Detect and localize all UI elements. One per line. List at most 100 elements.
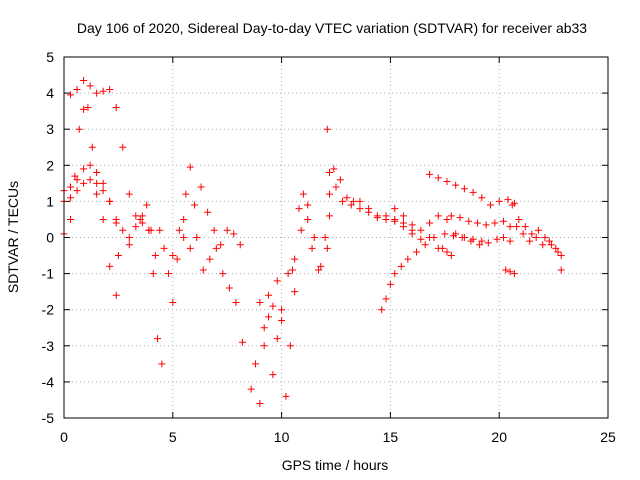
x-axis-label: GPS time / hours (282, 457, 389, 473)
chart-title: Day 106 of 2020, Sidereal Day-to-day VTE… (77, 20, 587, 36)
data-point (465, 217, 473, 225)
data-point (284, 270, 292, 278)
data-point (291, 255, 299, 263)
data-point (99, 215, 107, 223)
data-point (439, 244, 447, 252)
series-arc-h (180, 215, 246, 346)
data-point (99, 179, 107, 187)
data-point (125, 241, 133, 249)
series-arc-p (426, 170, 518, 209)
data-point (447, 252, 455, 260)
data-point (112, 219, 120, 227)
data-point (180, 234, 188, 241)
data-point (441, 230, 449, 238)
data-point (304, 201, 312, 209)
data-point (545, 237, 553, 245)
data-point (265, 291, 273, 299)
data-point (93, 190, 101, 198)
y-tick-label: 2 (46, 157, 54, 173)
data-point (158, 360, 166, 368)
series-arc-r (441, 230, 514, 249)
data-point (223, 226, 231, 234)
data-point (286, 342, 294, 350)
data-point (260, 324, 268, 332)
data-point (99, 87, 107, 95)
series-arc-b (60, 104, 120, 299)
data-point (408, 226, 416, 234)
data-point (332, 183, 340, 191)
data-point (186, 163, 194, 171)
series-arc-u (502, 266, 518, 278)
data-point (191, 201, 199, 209)
data-point (119, 226, 127, 234)
data-point (315, 266, 323, 274)
data-point (330, 165, 338, 173)
y-tick-label: 0 (46, 230, 54, 246)
data-point (225, 284, 233, 292)
y-tick-label: 3 (46, 121, 54, 137)
data-point (557, 252, 565, 260)
data-point (426, 219, 434, 227)
data-point (164, 270, 172, 278)
y-tick-label: 5 (46, 49, 54, 65)
y-tick-label: 1 (46, 193, 54, 209)
y-tick-label: -4 (42, 374, 55, 390)
data-point (510, 270, 518, 278)
data-point (515, 215, 523, 223)
series-arc-s (508, 201, 565, 274)
series-arc-j (256, 215, 331, 332)
data-point (557, 266, 565, 274)
data-point (147, 226, 155, 234)
data-point (112, 104, 120, 112)
plot-frame (63, 56, 609, 419)
data-point (356, 197, 364, 205)
data-point (93, 89, 101, 97)
y-tick-label: -2 (42, 302, 55, 318)
data-point (106, 85, 114, 93)
data-point (304, 215, 312, 223)
data-point (247, 385, 255, 393)
data-point (528, 230, 536, 238)
x-tick-label: 25 (600, 429, 616, 445)
y-tick-label: -1 (42, 266, 55, 282)
data-point (502, 266, 510, 274)
data-point (552, 244, 560, 252)
data-point (500, 234, 508, 241)
data-point (106, 262, 114, 270)
data-point (80, 76, 88, 84)
data-point (75, 125, 83, 133)
y-tick-label: -3 (42, 338, 55, 354)
series-arc-i (247, 288, 299, 408)
data-point (282, 392, 290, 400)
data-point (156, 226, 164, 234)
y-axis-label: SDTVAR / TECUs (5, 181, 21, 293)
data-point (365, 205, 373, 213)
data-point (67, 91, 75, 99)
data-point (132, 223, 140, 231)
data-point (93, 169, 101, 177)
data-point (169, 252, 177, 260)
data-point (219, 270, 227, 278)
data-point (493, 235, 501, 243)
data-point (399, 212, 407, 220)
data-point (532, 234, 540, 241)
data-point (500, 217, 508, 225)
data-point (443, 248, 451, 256)
data-point (217, 241, 225, 249)
series-arc-g (169, 163, 244, 260)
data-point (99, 187, 107, 195)
data-point (160, 244, 168, 252)
data-point (143, 201, 151, 209)
data-point (399, 223, 407, 231)
data-point (232, 298, 240, 306)
data-point (80, 165, 88, 173)
data-point (138, 219, 146, 227)
data-point (450, 232, 458, 240)
data-point (132, 212, 140, 220)
data-point (278, 306, 286, 314)
x-tick-label: 0 (60, 429, 68, 445)
data-point (80, 179, 88, 187)
data-point (506, 237, 514, 245)
series-arc-t (513, 223, 565, 260)
data-point (491, 219, 499, 227)
